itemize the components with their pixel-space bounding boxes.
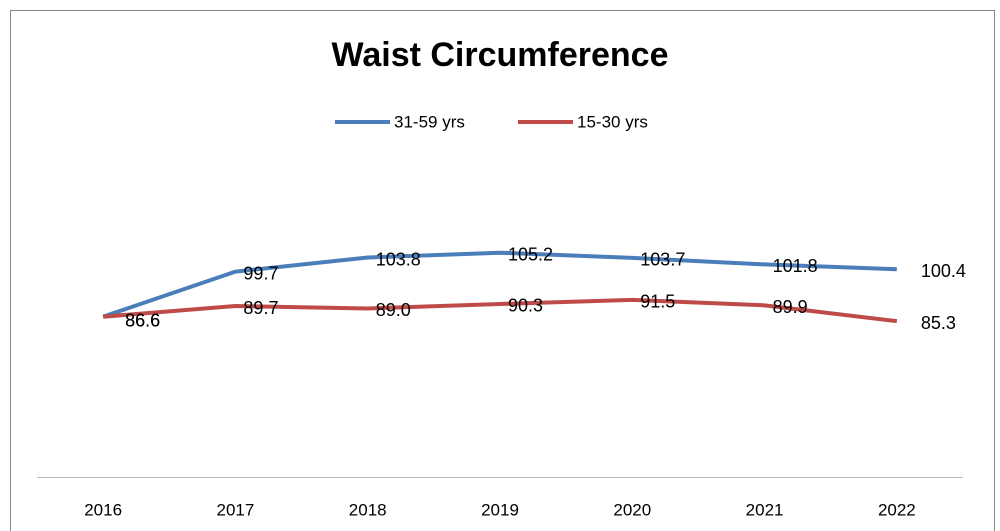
legend-label: 15-30 yrs [577, 112, 648, 131]
chart-border [10, 10, 995, 531]
data-label: 85.3 [921, 313, 956, 333]
data-label: 89.9 [773, 297, 808, 317]
data-label: 89.0 [376, 300, 411, 320]
data-label: 90.3 [508, 296, 543, 316]
data-label: 86.6 [125, 310, 160, 330]
data-label: 100.4 [921, 261, 966, 281]
data-label: 103.7 [640, 250, 685, 270]
series-line [102, 250, 897, 319]
x-tick-label: 2019 [481, 500, 519, 519]
data-label: 91.5 [640, 292, 675, 312]
data-label: 105.2 [508, 244, 553, 264]
legend-label: 31-59 yrs [394, 112, 465, 131]
data-label: 86.6 [125, 310, 160, 330]
x-tick-label: 2016 [84, 500, 122, 519]
x-tick-label: 2021 [746, 500, 784, 519]
x-tick-label: 2017 [217, 500, 255, 519]
series-line [102, 297, 898, 324]
x-tick-label: 2018 [349, 500, 387, 519]
x-tick-label: 2022 [878, 500, 916, 519]
data-label: 99.7 [243, 263, 278, 283]
chart-title: Waist Circumference [332, 36, 669, 74]
x-tick-label: 2020 [613, 500, 651, 519]
data-label: 103.8 [376, 249, 421, 269]
data-label: 101.8 [773, 256, 818, 276]
data-label: 89.7 [243, 298, 278, 318]
